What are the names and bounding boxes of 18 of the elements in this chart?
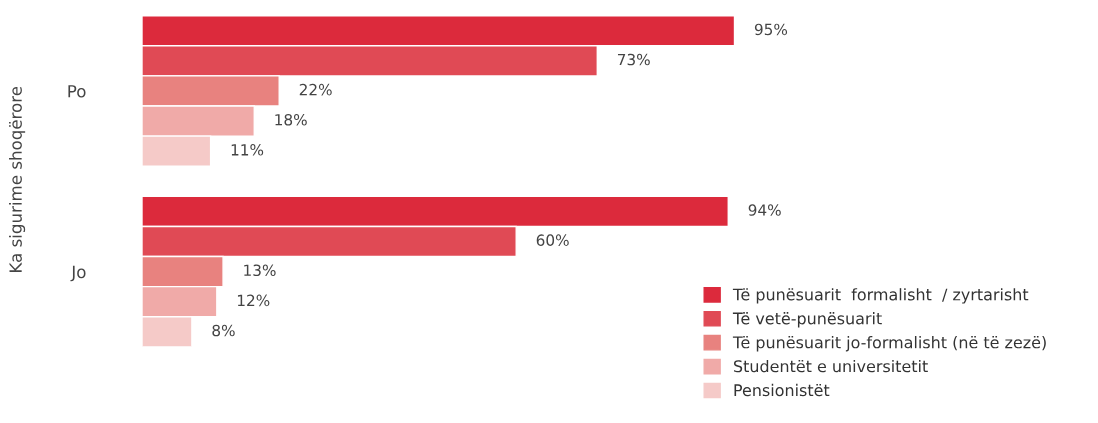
y-tick-label: Jo [70,265,86,282]
data-label: 94% [748,204,781,216]
legend-label: Të punësuarit jo-formalisht (në të zezë) [732,336,1046,352]
data-label: 18% [275,113,307,126]
data-label: 60% [536,234,569,246]
data-label: 95% [754,23,788,36]
legend-label: Pensionistët [734,383,830,397]
y-axis-title: Ka sigurime shoqërore [9,86,26,272]
data-label: 12% [237,294,270,307]
legend-label: Të vetë-punësuarit [732,312,882,328]
legend-label: Studentët e universitetit [734,359,928,373]
y-tick-label: Po [68,85,86,98]
data-label: 11% [231,144,264,156]
data-label: 22% [299,83,332,96]
data-label: 8% [212,324,235,337]
data-label: 73% [617,53,650,66]
legend-label: Të punësuarit formalisht / zyrtarisht [732,288,1029,304]
data-label: 13% [244,264,276,277]
